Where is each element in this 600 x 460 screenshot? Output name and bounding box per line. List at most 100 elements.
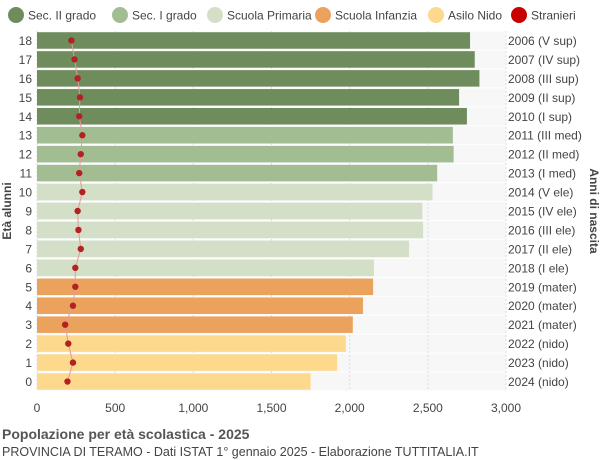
y-tick-label-age: 8 (25, 223, 32, 237)
y-tick-label-age: 14 (19, 110, 33, 124)
legend-label-inf: Scuola Infanzia (335, 9, 417, 23)
y-tick-label-age: 15 (19, 91, 33, 105)
y-tick-label-year: 2007 (IV sup) (508, 53, 580, 67)
bar (37, 202, 423, 220)
bar (37, 335, 346, 352)
stranieri-point (77, 150, 84, 158)
x-tick-label: 2,000 (335, 401, 365, 415)
bar (37, 354, 338, 371)
bar (37, 108, 467, 125)
bar (37, 278, 374, 296)
bar (37, 70, 480, 87)
y-axis-title-right: Anni di nascita (587, 168, 600, 254)
y-tick-label-year: 2021 (mater) (508, 318, 577, 332)
y-tick-label-age: 12 (19, 148, 33, 162)
bar (37, 297, 363, 314)
stranieri-point (69, 302, 77, 309)
y-tick-label-year: 2006 (V sup) (508, 34, 577, 48)
stranieri-point (61, 321, 69, 328)
x-tick-label: 500 (105, 401, 125, 415)
bar (37, 316, 353, 333)
stranieri-point (71, 56, 78, 63)
y-tick-label-year: 2024 (nido) (508, 375, 569, 389)
y-tick-label-age: 18 (19, 34, 33, 48)
x-tick-label: 3,000 (491, 401, 521, 415)
y-tick-label-age: 11 (20, 167, 33, 181)
y-tick-label-year: 2014 (V ele) (508, 186, 573, 200)
y-tick-label-year: 2023 (nido) (508, 356, 569, 370)
y-tick-label-age: 3 (25, 318, 32, 332)
y-tick-label-age: 0 (25, 375, 32, 389)
chart-title: Popolazione per età scolastica - 2025 (2, 426, 250, 442)
stranieri-point (65, 340, 72, 347)
y-tick-label-year: 2011 (III med) (508, 129, 582, 143)
y-tick-label-age: 17 (19, 53, 33, 67)
bar (37, 221, 424, 239)
x-tick-label: 1,000 (178, 401, 208, 415)
stranieri-point (68, 37, 75, 44)
legend-marker-stranieri (511, 7, 527, 23)
stranieri-point (72, 283, 79, 290)
bar (37, 240, 410, 258)
y-tick-label-year: 2017 (II ele) (508, 242, 572, 256)
legend-label-stranieri: Stranieri (531, 9, 576, 23)
y-tick-label-age: 7 (25, 242, 32, 256)
legend-label-prim: Scuola Primaria (227, 9, 312, 23)
legend-label-sec1: Sec. I grado (132, 9, 197, 23)
y-tick-label-age: 10 (19, 186, 33, 200)
y-tick-label-age: 1 (25, 356, 32, 370)
bar (37, 259, 374, 277)
stranieri-point (76, 94, 84, 101)
y-tick-label-age: 6 (25, 261, 32, 275)
y-tick-label-age: 9 (25, 205, 32, 219)
legend-marker-inf (315, 7, 331, 23)
stranieri-point (64, 378, 71, 385)
bar (37, 32, 471, 49)
y-tick-label-year: 2018 (I ele) (508, 261, 569, 275)
x-tick-label: 1,500 (256, 401, 286, 415)
bar (37, 89, 460, 106)
y-tick-label-year: 2020 (mater) (508, 299, 577, 313)
chart: Sec. II grado Sec. I grado Scuola Primaria… (0, 7, 600, 415)
legend-marker-nido (428, 7, 444, 23)
x-tick-label: 2,500 (413, 401, 443, 415)
stranieri-point (69, 359, 77, 366)
stranieri-point (77, 245, 84, 253)
bar (37, 51, 475, 68)
stranieri-point (76, 169, 83, 177)
y-tick-label-year: 2013 (I med) (508, 167, 576, 181)
y-tick-label-year: 2016 (III ele) (508, 223, 575, 237)
y-tick-label-year: 2008 (III sup) (508, 72, 579, 86)
bar (37, 164, 438, 182)
y-tick-label-year: 2015 (IV ele) (508, 205, 577, 219)
legend-label-nido: Asilo Nido (448, 9, 502, 23)
y-axis-title-left: Età alunni (0, 182, 14, 239)
legend: Sec. II grado Sec. I grado Scuola Primaria… (8, 7, 576, 23)
y-tick-label-age: 2 (25, 337, 32, 351)
y-tick-label-year: 2022 (nido) (508, 337, 569, 351)
y-tick-label-age: 13 (19, 129, 33, 143)
y-tick-label-age: 5 (25, 280, 32, 294)
y-tick-label-age: 16 (19, 72, 33, 86)
bar (37, 183, 433, 201)
bar (37, 145, 454, 163)
stranieri-point (79, 188, 86, 196)
stranieri-point (75, 226, 82, 234)
chart-subtitle: PROVINCIA DI TERAMO - Dati ISTAT 1° genn… (2, 445, 479, 459)
x-tick-label: 0 (34, 401, 41, 415)
legend-marker-sec1 (112, 7, 128, 23)
bar (37, 126, 453, 144)
stranieri-point (72, 264, 79, 272)
legend-label-sec2: Sec. II grado (28, 9, 96, 23)
stranieri-point (79, 132, 86, 139)
y-tick-label-year: 2009 (II sup) (508, 91, 575, 105)
y-tick-label-year: 2019 (mater) (508, 280, 577, 294)
y-tick-label-year: 2012 (II med) (508, 148, 579, 162)
bar (37, 373, 311, 390)
y-tick-label-age: 4 (25, 299, 32, 313)
stranieri-point (74, 207, 81, 215)
legend-marker-sec2 (8, 7, 24, 23)
y-tick-label-year: 2010 (I sup) (508, 110, 572, 124)
legend-marker-prim (207, 7, 223, 23)
